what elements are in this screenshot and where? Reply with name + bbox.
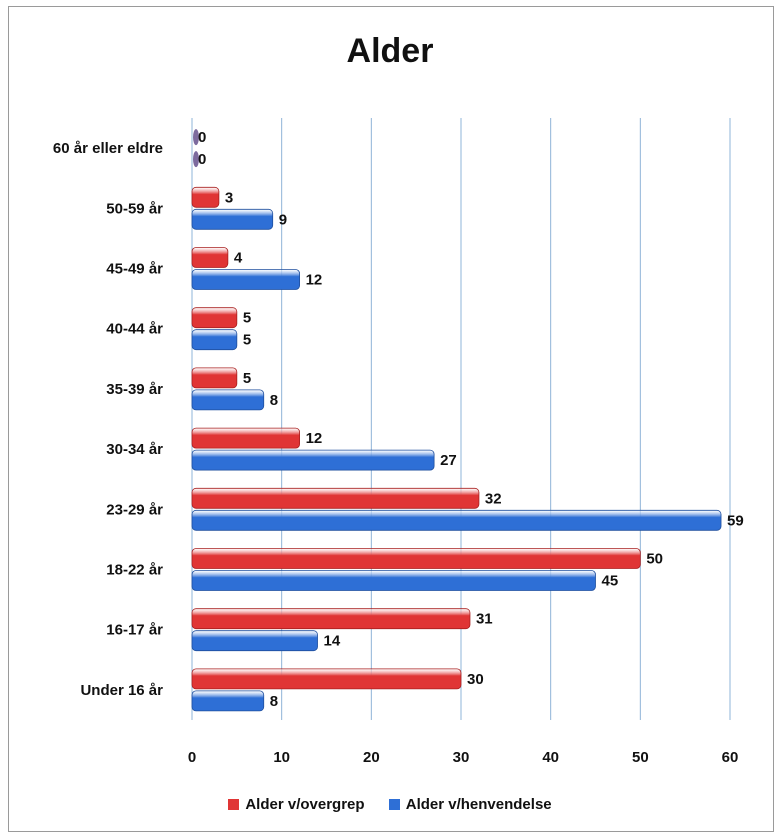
bar bbox=[191, 608, 471, 630]
category-label: 18-22 år bbox=[106, 562, 163, 579]
data-label: 5 bbox=[243, 332, 251, 349]
bar bbox=[191, 570, 596, 591]
category-label: 35-39 år bbox=[106, 381, 163, 398]
data-label: 31 bbox=[476, 611, 493, 628]
data-label: 3 bbox=[225, 189, 233, 206]
data-label: 5 bbox=[243, 370, 251, 387]
data-label: 59 bbox=[727, 512, 744, 529]
legend-item-overgrep: Alder v/overgrep bbox=[228, 796, 365, 813]
bar bbox=[191, 690, 265, 712]
bar bbox=[191, 329, 238, 351]
data-label: 0 bbox=[198, 151, 206, 168]
category-label: 16-17 år bbox=[106, 622, 163, 639]
category-label: 45-49 år bbox=[106, 261, 163, 278]
bar bbox=[191, 548, 641, 569]
legend-label: Alder v/henvendelse bbox=[405, 796, 552, 813]
bar bbox=[191, 307, 238, 329]
data-label: 9 bbox=[279, 211, 287, 228]
bar bbox=[191, 449, 435, 471]
bar bbox=[191, 389, 265, 411]
bar bbox=[191, 247, 229, 268]
x-tick-label: 0 bbox=[188, 749, 196, 766]
category-label: 60 år eller eldre bbox=[53, 140, 163, 157]
x-tick-label: 10 bbox=[273, 749, 290, 766]
x-tick-label: 50 bbox=[632, 749, 649, 766]
data-label: 4 bbox=[234, 250, 243, 267]
bar bbox=[191, 186, 220, 208]
bar bbox=[191, 208, 274, 230]
x-tick-label: 20 bbox=[363, 749, 380, 766]
chart-frame bbox=[8, 6, 774, 832]
x-tick-label: 60 bbox=[722, 749, 739, 766]
data-label: 5 bbox=[243, 310, 251, 327]
data-label: 12 bbox=[306, 430, 323, 447]
bar bbox=[191, 427, 300, 449]
bar bbox=[191, 630, 318, 652]
data-label: 45 bbox=[602, 573, 619, 590]
category-label: 50-59 år bbox=[106, 200, 163, 217]
bar bbox=[191, 509, 722, 531]
data-label: 30 bbox=[467, 671, 484, 688]
bar bbox=[191, 668, 462, 690]
x-tick-label: 30 bbox=[453, 749, 470, 766]
bar bbox=[191, 487, 480, 509]
legend-swatch-red bbox=[228, 799, 240, 810]
data-label: 8 bbox=[270, 392, 278, 409]
bar-zero-marker bbox=[193, 129, 199, 146]
chart-title: Alder bbox=[346, 32, 434, 70]
data-label: 0 bbox=[198, 129, 206, 146]
legend-label: Alder v/overgrep bbox=[245, 796, 365, 813]
bar bbox=[191, 269, 300, 290]
data-label: 14 bbox=[324, 633, 341, 650]
data-label: 8 bbox=[270, 693, 278, 710]
bar-zero-marker bbox=[193, 151, 199, 168]
bar bbox=[191, 367, 238, 389]
x-tick-label: 40 bbox=[542, 749, 559, 766]
category-label: Under 16 år bbox=[80, 682, 163, 699]
category-label: 40-44 år bbox=[106, 321, 163, 338]
data-label: 27 bbox=[440, 452, 457, 469]
data-label: 50 bbox=[646, 551, 663, 568]
category-label: 23-29 år bbox=[106, 501, 163, 518]
category-label: 30-34 år bbox=[106, 441, 163, 458]
legend-item-henvendelse: Alder v/henvendelse bbox=[388, 796, 552, 813]
data-label: 12 bbox=[306, 272, 323, 289]
legend: Alder v/overgrep Alder v/henvendelse bbox=[0, 796, 780, 813]
data-label: 32 bbox=[485, 490, 502, 507]
legend-swatch-blue bbox=[388, 799, 400, 810]
